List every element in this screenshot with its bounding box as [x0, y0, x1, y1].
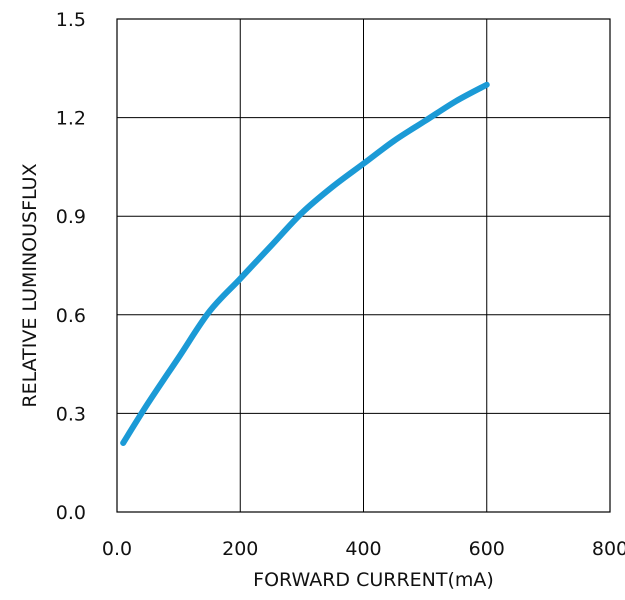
grid — [117, 19, 610, 512]
x-tick-labels: 0.0 200 400 600 800 — [102, 538, 625, 560]
y-tick-label: 1.5 — [56, 9, 86, 31]
x-tick-label: 800 — [592, 538, 625, 560]
y-tick-label: 0.9 — [56, 206, 86, 228]
y-axis-title: RELATIVE LUMINOUSFLUX — [19, 163, 41, 407]
series-line-0 — [120, 81, 490, 446]
x-tick-label: 0.0 — [102, 538, 132, 560]
series-layer — [120, 81, 490, 446]
x-tick-label: 400 — [345, 538, 381, 560]
x-tick-label: 200 — [222, 538, 258, 560]
plot-frame — [116, 18, 611, 513]
y-tick-label: 0.0 — [56, 502, 86, 524]
x-axis-title: FORWARD CURRENT(mA) — [253, 569, 494, 591]
x-tick-label: 600 — [469, 538, 505, 560]
y-tick-label: 0.3 — [56, 403, 86, 425]
y-tick-label: 0.6 — [56, 305, 86, 327]
y-tick-label: 1.2 — [56, 108, 86, 130]
y-tick-labels: 0.0 0.3 0.6 0.9 1.2 1.5 — [56, 9, 86, 524]
